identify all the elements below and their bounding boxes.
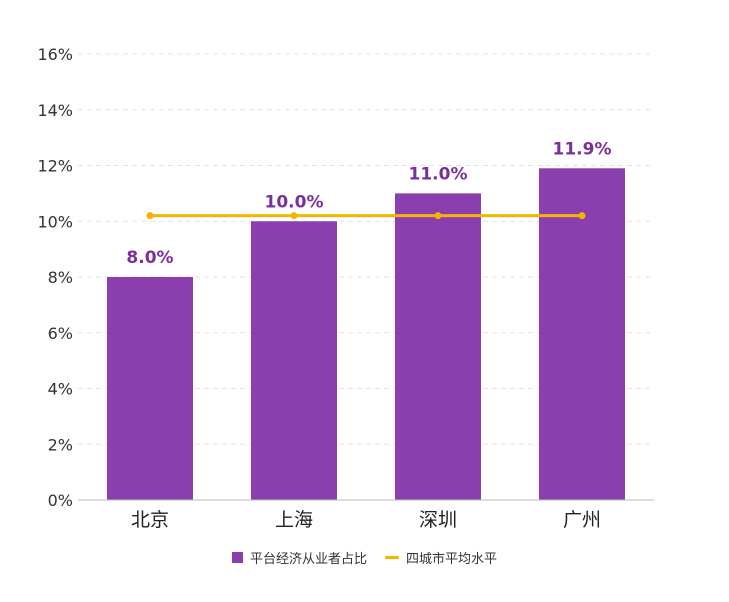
- data-label: 11.9%: [553, 139, 612, 159]
- average-line-series: [146, 212, 586, 220]
- bars: [107, 168, 625, 500]
- y-axis-ticks: 0% 2% 4% 6% 8% 10% 12% 14% 16%: [37, 45, 73, 510]
- legend-swatch-line: [385, 556, 399, 559]
- y-tick-label: 10%: [37, 212, 73, 231]
- x-axis-categories: 北京 上海 深圳 广州: [131, 509, 601, 531]
- bar[interactable]: [395, 193, 481, 500]
- bar-chart: 0% 2% 4% 6% 8% 10% 12% 14% 16% 8.0% 10.0% 11.0% 11.…: [37, 45, 654, 531]
- bar[interactable]: [251, 221, 337, 500]
- x-tick-label: 深圳: [419, 509, 457, 531]
- data-labels: 8.0% 10.0% 11.0% 11.9%: [126, 139, 611, 268]
- y-tick-label: 16%: [37, 45, 73, 64]
- legend-label-bar: 平台经济从业者占比: [249, 552, 367, 567]
- legend-item-bar[interactable]: 平台经济从业者占比: [231, 548, 367, 567]
- line-point[interactable]: [578, 212, 586, 220]
- y-tick-label: 12%: [37, 157, 73, 176]
- data-label: 8.0%: [126, 248, 173, 268]
- y-tick-label: 8%: [48, 268, 73, 287]
- y-tick-label: 0%: [48, 491, 73, 510]
- data-label: 10.0%: [265, 192, 324, 212]
- y-tick-label: 2%: [48, 435, 73, 454]
- legend: 平台经济从业者占比 四城市平均水平: [0, 548, 729, 567]
- x-tick-label: 北京: [131, 509, 169, 531]
- line-point[interactable]: [290, 212, 298, 220]
- x-tick-label: 广州: [563, 509, 601, 531]
- y-tick-label: 6%: [48, 324, 73, 343]
- data-label: 11.0%: [409, 164, 468, 184]
- bar[interactable]: [107, 277, 193, 500]
- legend-label-line: 四城市平均水平: [406, 552, 498, 567]
- legend-item-line[interactable]: 四城市平均水平: [385, 548, 497, 567]
- y-tick-label: 4%: [48, 380, 73, 399]
- line-point[interactable]: [434, 212, 442, 220]
- y-tick-label: 14%: [37, 101, 73, 120]
- line-point[interactable]: [146, 212, 154, 220]
- bar[interactable]: [539, 168, 625, 500]
- x-tick-label: 上海: [275, 509, 313, 531]
- legend-swatch-bar: [231, 552, 243, 563]
